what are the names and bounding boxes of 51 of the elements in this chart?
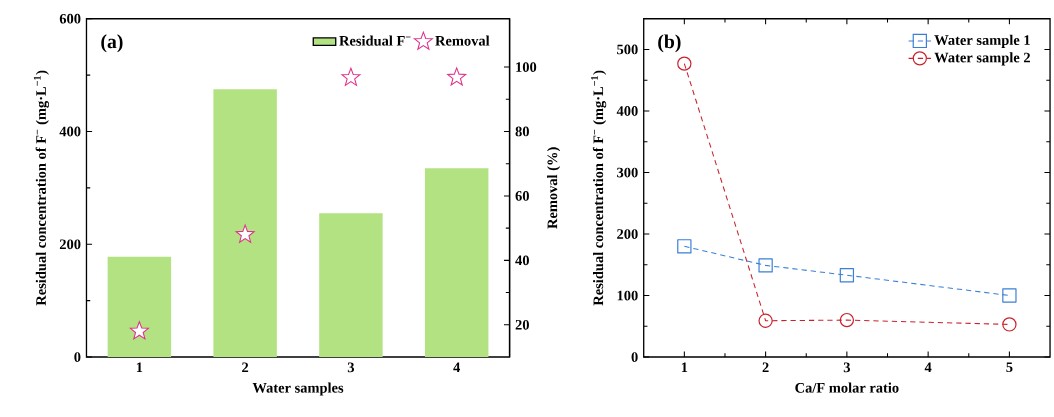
y2-axis-title: Removal (%) bbox=[547, 147, 561, 229]
bar bbox=[424, 168, 489, 357]
y-axis-title: Residual concentration of F$^{−}$ (mg·L$^{−1}$) bbox=[33, 70, 50, 306]
y2-tick-label: 20 bbox=[515, 319, 529, 330]
y-tick-label: 0 bbox=[74, 352, 81, 362]
annotation: (a) bbox=[101, 34, 123, 53]
y2-tick-label: 40 bbox=[515, 255, 529, 266]
y2-tick-label: 80 bbox=[515, 126, 529, 137]
point bbox=[758, 258, 773, 273]
y-tick-label: 200 bbox=[617, 229, 638, 239]
y-axis-title: Residual concentration of F$^{−}$ (mg·L$^{−1}$) bbox=[591, 70, 607, 306]
y-tick-label: 0 bbox=[631, 352, 638, 362]
y-tick-label: 500 bbox=[617, 44, 638, 55]
x-tick-label: 4 bbox=[924, 362, 932, 372]
point bbox=[677, 239, 692, 254]
x-tick-label: 3 bbox=[347, 362, 355, 373]
x-tick-label: 1 bbox=[681, 362, 688, 372]
legend-label: Removal bbox=[435, 35, 490, 46]
legend-label: Water sample 2 bbox=[934, 52, 1030, 66]
x-tick-label: 1 bbox=[136, 362, 143, 372]
x-axis-title: Water samples bbox=[252, 382, 344, 396]
bar bbox=[107, 256, 172, 357]
x-tick-label: 5 bbox=[1006, 362, 1013, 373]
y-tick-label: 400 bbox=[616, 106, 638, 116]
point bbox=[129, 321, 149, 340]
x-tick-label: 3 bbox=[843, 362, 850, 373]
point bbox=[341, 67, 361, 86]
y-tick-label: 600 bbox=[59, 13, 81, 24]
point bbox=[447, 67, 467, 86]
point bbox=[839, 312, 855, 328]
annotation: (b) bbox=[658, 34, 681, 53]
point bbox=[235, 224, 255, 243]
y2-tick-label: 60 bbox=[515, 190, 529, 201]
bar bbox=[319, 213, 383, 357]
point bbox=[677, 56, 692, 71]
point bbox=[839, 267, 855, 283]
point bbox=[1002, 288, 1017, 303]
y-tick-label: 400 bbox=[59, 126, 81, 137]
legend-label: Residual F$^{−}$ bbox=[339, 35, 411, 46]
x-tick-label: 2 bbox=[762, 362, 769, 372]
y-tick-label: 100 bbox=[617, 290, 638, 301]
x-tick-label: 2 bbox=[242, 362, 249, 372]
legend-label: Water sample 1 bbox=[934, 34, 1030, 48]
y2-tick-label: 100 bbox=[516, 62, 537, 72]
point bbox=[1002, 317, 1017, 332]
x-tick-label: 4 bbox=[453, 362, 461, 372]
y-tick-label: 300 bbox=[617, 167, 638, 178]
y-tick-label: 200 bbox=[59, 239, 81, 250]
bar bbox=[213, 89, 277, 357]
point bbox=[758, 313, 773, 328]
x-axis-title: Ca/F molar ratio bbox=[795, 382, 899, 393]
